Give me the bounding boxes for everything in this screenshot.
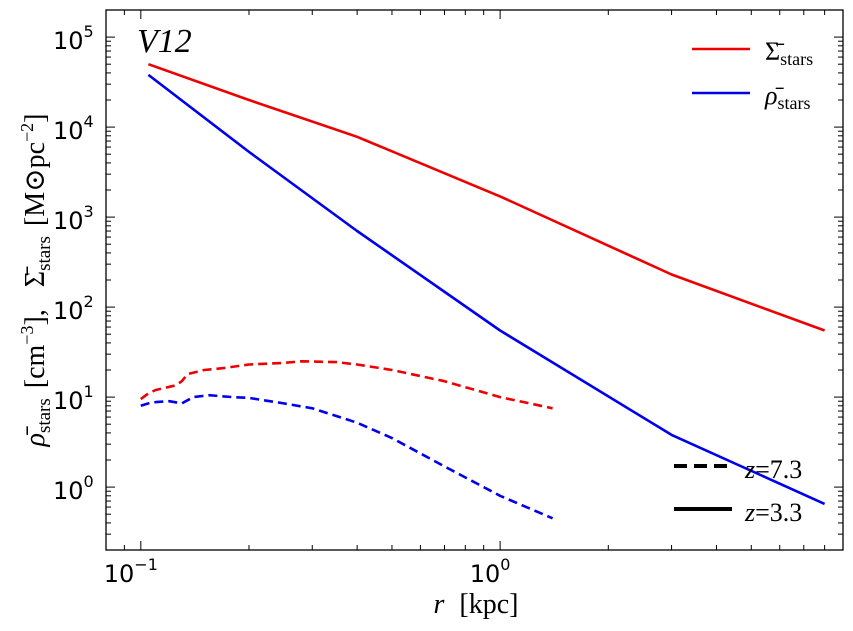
x-axis-label: r [kpc] xyxy=(434,589,519,620)
y-label-sigma-exp: −2 xyxy=(17,123,37,142)
y-label-sigma-unit: [M⊙pc xyxy=(20,142,51,226)
legend-redshift: z=7.3 z=3.3 xyxy=(674,455,802,527)
series-sigma-z73 xyxy=(140,360,553,410)
y-tick-label: 102 xyxy=(53,292,94,325)
y-label-sigma-sub: stars xyxy=(34,236,55,271)
y-label-rho-exp: −3 xyxy=(17,326,37,345)
x-tick-labels: 10−1 100 xyxy=(104,555,511,588)
y-label-sigma-symbol: Σ̄ xyxy=(20,266,51,287)
y-label-rho-close: ], xyxy=(20,309,51,325)
y-axis-label: ρ̄stars[cm−3],Σ̄stars[M⊙pc−2] xyxy=(17,113,55,447)
legend-z73-label: z=7.3 xyxy=(744,455,802,484)
panel-label: V12 xyxy=(137,23,192,60)
y-tick-label: 101 xyxy=(53,382,94,415)
plot-frame xyxy=(105,9,844,551)
axis-ticks xyxy=(105,9,844,551)
series-rho-z73 xyxy=(140,393,554,520)
y-label-rho-sub: stars xyxy=(34,398,55,433)
y-label-rho-unit: [cm xyxy=(20,344,51,388)
y-tick-label: 104 xyxy=(53,112,94,145)
series-sigma-z33 xyxy=(147,62,826,332)
y-tick-labels: 100 101 102 103 104 105 xyxy=(53,22,94,505)
x-tick-label: 10−1 xyxy=(104,555,158,588)
y-tick-label: 103 xyxy=(53,202,94,235)
x-axis-var: r xyxy=(434,589,445,620)
legend-sigma-label: Σ̄stars xyxy=(765,37,813,69)
y-tick-label: 100 xyxy=(53,472,94,505)
series-rho-z33 xyxy=(147,73,826,506)
legend-z33-label: z=3.3 xyxy=(744,498,802,527)
y-tick-label: 105 xyxy=(53,22,94,55)
series-layer xyxy=(140,62,826,520)
x-tick-label: 100 xyxy=(470,555,511,588)
y-label-sigma-close: ] xyxy=(20,113,51,122)
x-axis-unit: [kpc] xyxy=(459,589,518,620)
